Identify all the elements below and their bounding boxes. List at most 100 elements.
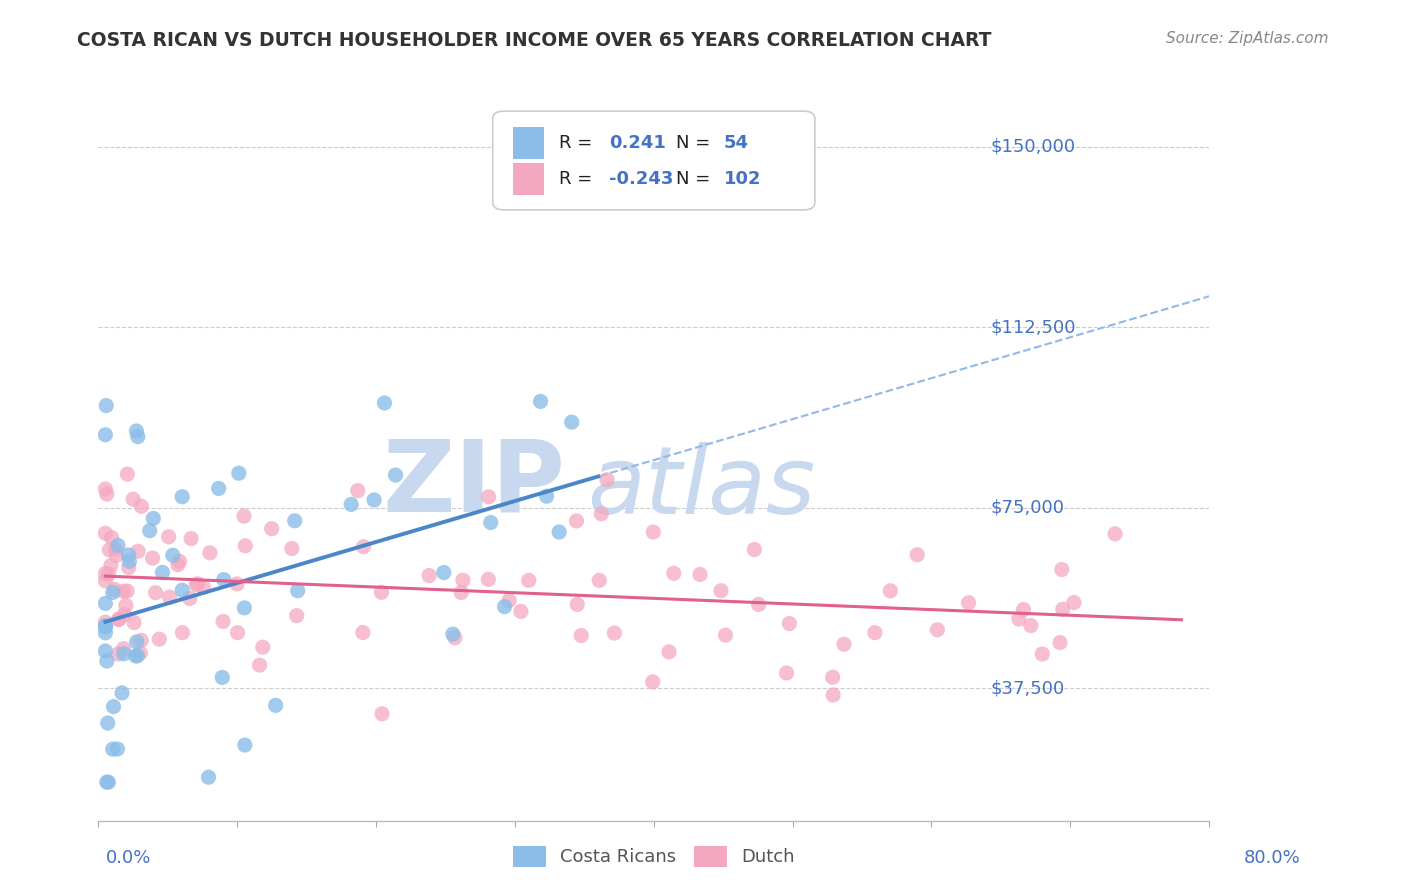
Point — [710, 583, 733, 598]
Text: $150,000: $150,000 — [990, 138, 1076, 156]
Text: 80.0%: 80.0% — [1244, 849, 1301, 867]
Point — [115, 599, 138, 613]
Point — [94, 574, 117, 588]
Point — [96, 654, 118, 668]
Point — [198, 546, 221, 560]
Point — [118, 560, 141, 574]
Point — [122, 615, 145, 630]
Point — [569, 628, 592, 642]
Point — [561, 415, 583, 429]
Point — [159, 590, 181, 604]
Point — [179, 591, 201, 606]
Point — [441, 627, 464, 641]
Point — [450, 585, 472, 599]
Point — [744, 542, 766, 557]
Point — [172, 490, 194, 504]
Text: R =: R = — [560, 170, 592, 188]
Text: ZIP: ZIP — [382, 435, 565, 533]
Point — [778, 616, 800, 631]
Point — [371, 706, 394, 721]
Point — [641, 674, 664, 689]
Point — [125, 635, 148, 649]
Point — [249, 658, 271, 673]
Point — [233, 509, 256, 524]
Point — [94, 620, 117, 634]
Text: Source: ZipAtlas.com: Source: ZipAtlas.com — [1166, 31, 1329, 46]
Point — [233, 738, 256, 752]
Point — [384, 468, 406, 483]
FancyBboxPatch shape — [492, 112, 815, 210]
Point — [226, 577, 249, 591]
Point — [172, 583, 194, 598]
Text: -0.243: -0.243 — [609, 170, 673, 188]
Text: $112,500: $112,500 — [990, 318, 1076, 336]
Point — [197, 770, 219, 784]
Point — [643, 524, 665, 539]
Point — [714, 628, 737, 642]
Point — [100, 531, 122, 545]
Point — [548, 524, 571, 539]
Point — [152, 566, 174, 580]
Point — [281, 541, 304, 556]
Point — [1049, 635, 1071, 649]
Point — [97, 775, 120, 789]
Point — [107, 538, 129, 552]
Point — [94, 482, 117, 496]
Point — [96, 775, 118, 789]
Text: $37,500: $37,500 — [990, 680, 1064, 698]
Point — [97, 567, 120, 582]
Point — [104, 542, 127, 557]
Point — [107, 647, 129, 661]
Text: N =: N = — [676, 170, 710, 188]
Point — [233, 600, 256, 615]
Point — [96, 399, 118, 413]
Point — [1104, 526, 1126, 541]
Point — [451, 573, 474, 587]
Point — [821, 670, 844, 684]
Point — [112, 641, 135, 656]
Point — [588, 574, 610, 588]
Point — [107, 612, 129, 626]
FancyBboxPatch shape — [513, 163, 544, 195]
Point — [927, 623, 949, 637]
Point — [603, 626, 626, 640]
Point — [287, 583, 309, 598]
Point — [112, 607, 135, 622]
Point — [565, 514, 588, 528]
Point — [112, 584, 135, 599]
Point — [94, 526, 117, 541]
Point — [125, 648, 148, 663]
Point — [212, 615, 235, 629]
FancyBboxPatch shape — [513, 127, 544, 159]
Point — [107, 742, 129, 756]
Point — [1052, 602, 1074, 616]
Point — [103, 582, 125, 597]
Point — [748, 598, 770, 612]
Point — [509, 604, 531, 618]
Point — [591, 507, 613, 521]
Point — [208, 482, 231, 496]
Point — [832, 637, 855, 651]
Point — [211, 670, 233, 684]
Text: 0.241: 0.241 — [609, 134, 666, 152]
Point — [228, 467, 250, 481]
Point — [346, 483, 368, 498]
Point — [187, 577, 209, 591]
Text: N =: N = — [676, 134, 710, 152]
Point — [284, 514, 307, 528]
Point — [353, 540, 375, 554]
Point — [127, 544, 149, 558]
Point — [529, 394, 551, 409]
Point — [94, 625, 117, 640]
Point — [125, 424, 148, 438]
Point — [479, 516, 502, 530]
Point — [260, 522, 283, 536]
Point — [117, 467, 139, 482]
Point — [94, 644, 117, 658]
Text: 54: 54 — [724, 134, 749, 152]
Point — [131, 499, 153, 513]
Point — [129, 646, 152, 660]
Point — [418, 568, 440, 582]
Point — [172, 625, 194, 640]
Point — [1008, 612, 1031, 626]
